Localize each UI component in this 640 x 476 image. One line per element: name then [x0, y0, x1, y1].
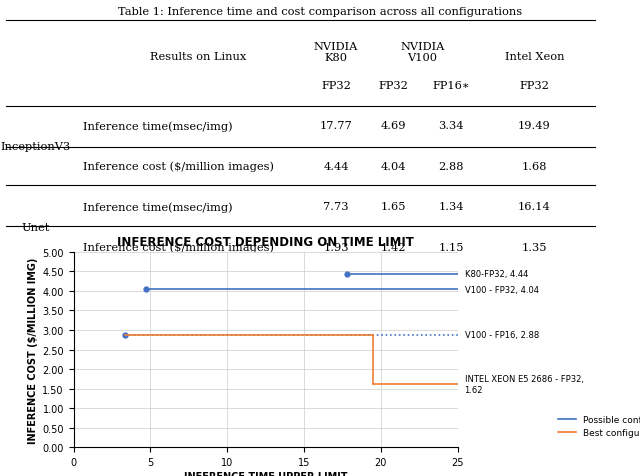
Text: V100 - FP32, 4.04: V100 - FP32, 4.04 [465, 285, 538, 294]
Text: 17.77: 17.77 [319, 121, 353, 131]
Text: Inference time(msec/img): Inference time(msec/img) [83, 202, 233, 212]
Text: 7.73: 7.73 [323, 202, 349, 212]
Text: FP32: FP32 [379, 81, 408, 90]
Title: INFERENCE COST DEPENDING ON TIME LIMIT: INFERENCE COST DEPENDING ON TIME LIMIT [117, 235, 414, 248]
Legend: Possible configurations, Best configuration: Possible configurations, Best configurat… [554, 411, 640, 441]
Text: Intel Xeon: Intel Xeon [505, 52, 564, 62]
Y-axis label: INFERENCE COST ($/MILLION IMG): INFERENCE COST ($/MILLION IMG) [28, 257, 38, 443]
Text: NVIDIA
K80: NVIDIA K80 [314, 41, 358, 63]
Text: V100 - FP16, 2.88: V100 - FP16, 2.88 [465, 330, 539, 339]
X-axis label: INFERENCE TIME UPPER LIMIT: INFERENCE TIME UPPER LIMIT [184, 471, 348, 476]
Text: 1.34: 1.34 [438, 202, 464, 212]
Text: FP16∗: FP16∗ [433, 81, 470, 90]
Text: 4.69: 4.69 [381, 121, 406, 131]
Text: 1.93: 1.93 [323, 243, 349, 252]
Text: 19.49: 19.49 [518, 121, 551, 131]
Text: Inference cost ($/million images): Inference cost ($/million images) [83, 242, 274, 253]
Text: FP32: FP32 [321, 81, 351, 90]
Text: Inference time(msec/img): Inference time(msec/img) [83, 121, 233, 131]
Text: 1.42: 1.42 [381, 243, 406, 252]
Text: Results on Linux: Results on Linux [150, 52, 246, 62]
Text: Table 1: Inference time and cost comparison across all configurations: Table 1: Inference time and cost compari… [118, 7, 522, 17]
Text: Inference cost ($/million images): Inference cost ($/million images) [83, 161, 274, 172]
Text: K80-FP32, 4.44: K80-FP32, 4.44 [465, 269, 528, 278]
Text: 1.35: 1.35 [522, 243, 547, 252]
Text: 3.34: 3.34 [438, 121, 464, 131]
Text: 1.68: 1.68 [522, 162, 547, 171]
Text: 4.04: 4.04 [381, 162, 406, 171]
Text: INTEL XEON E5 2686 - FP32,
1.62: INTEL XEON E5 2686 - FP32, 1.62 [465, 375, 584, 394]
Text: 4.44: 4.44 [323, 162, 349, 171]
Text: NVIDIA
V100: NVIDIA V100 [400, 41, 445, 63]
Text: 1.65: 1.65 [381, 202, 406, 212]
Text: InceptionV3: InceptionV3 [0, 141, 70, 151]
Text: 2.88: 2.88 [438, 162, 464, 171]
Text: 1.15: 1.15 [438, 243, 464, 252]
Text: 16.14: 16.14 [518, 202, 551, 212]
Text: FP32: FP32 [520, 81, 549, 90]
Text: Unet: Unet [21, 222, 49, 232]
